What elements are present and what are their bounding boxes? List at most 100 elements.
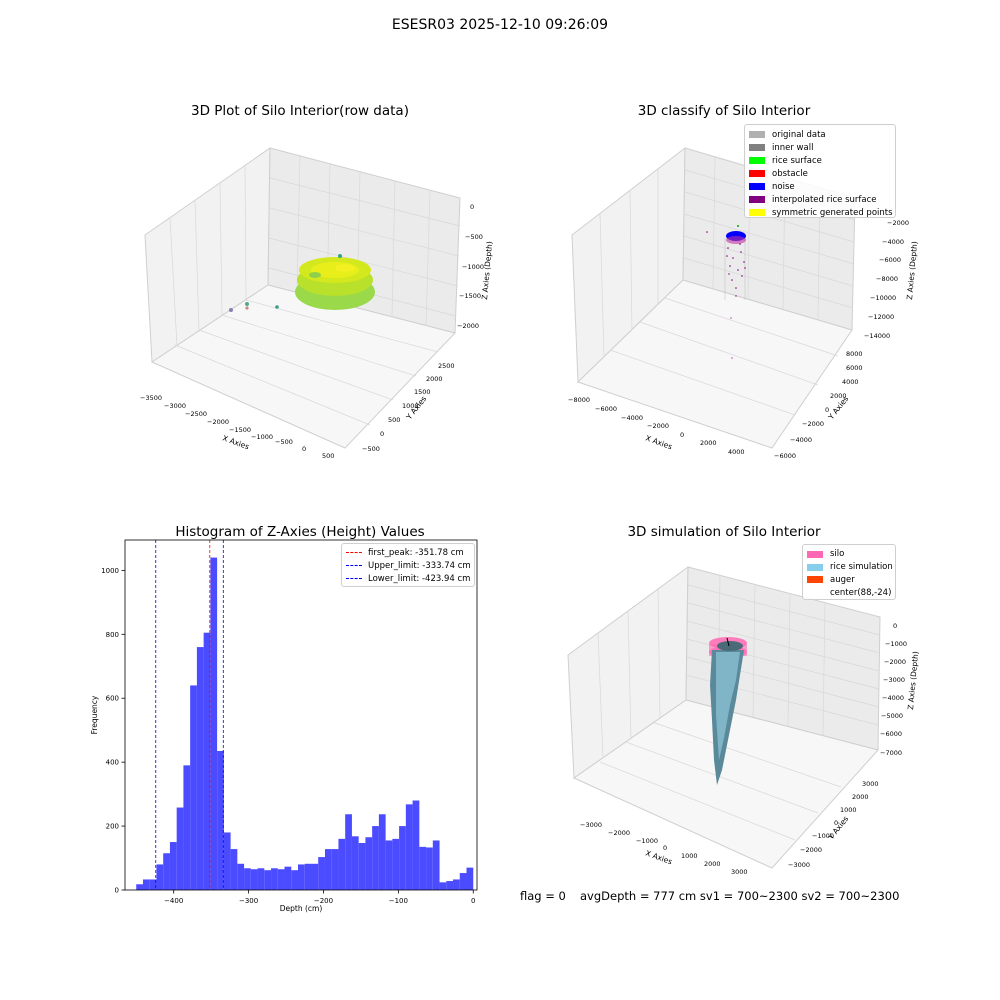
hist-bar: [432, 840, 440, 890]
p2-point-cloud: [706, 225, 746, 359]
hist-bar: [156, 864, 164, 890]
p1-ytick: −500: [362, 445, 380, 453]
p2-legend-label: original data: [772, 129, 826, 140]
hist-legend-line: [346, 552, 362, 553]
hist-bar: [318, 857, 325, 890]
p4-legend-swatch: [807, 550, 823, 558]
p4-legend-swatch: [807, 563, 823, 571]
p4-xtick: −1000: [636, 837, 658, 845]
p4-zlabel: Z Axies (Depth): [906, 651, 920, 710]
p4-ztick: −5000: [881, 712, 903, 720]
hist-bar: [453, 879, 460, 890]
hist-bar: [183, 765, 191, 890]
p1-ztick: −1000: [462, 263, 484, 271]
p2-legend-swatch: [749, 131, 765, 138]
hist-bar: [196, 647, 204, 890]
p2-xtick: −2000: [647, 422, 669, 430]
panel1-title: 3D Plot of Silo Interior(row data): [191, 103, 409, 119]
p2-legend-label: inner wall: [772, 142, 814, 153]
p1-ztick: −1500: [459, 292, 481, 300]
p4-ytick: −2000: [800, 846, 822, 854]
p2-legend-item: inner wall: [749, 141, 813, 154]
p4-ztick: −3000: [883, 676, 905, 684]
hist-bar: [311, 863, 319, 890]
hist-bar: [257, 868, 265, 890]
hist-bar: [358, 843, 366, 890]
p4-ytick: 3000: [862, 780, 879, 788]
p2-xtick: 2000: [700, 439, 717, 447]
p1-xtick: −1500: [229, 426, 251, 434]
p1-ztick: −500: [465, 233, 483, 241]
p4-xtick: 0: [663, 844, 667, 852]
p4-xtick: 1000: [681, 852, 698, 860]
p4-ytick: −3000: [788, 861, 810, 869]
x-tick-label: −100: [389, 897, 408, 905]
hist-legend-item: first_peak: -351.78 cm: [346, 546, 464, 559]
p2-ytick: 8000: [846, 350, 863, 358]
p4-legend: silo rice simulation auger center(88,-24): [802, 544, 896, 600]
p4-xtick: 2000: [704, 860, 721, 868]
p4-ytick: 0: [834, 819, 838, 827]
p4-ztick: −1000: [885, 640, 907, 648]
hist-bar: [378, 814, 386, 890]
p2-legend-item: rice surface: [749, 154, 822, 167]
p4-z-ticks: 0 −1000 −2000 −3000 −4000 −5000 −6000 −7…: [880, 622, 907, 757]
p1-y-ticks: −500 0 500 1000 1500 2000 2500: [362, 362, 455, 453]
y-tick-label: 0: [115, 887, 119, 895]
p1-ytick: 1000: [402, 402, 419, 410]
p4-simulation: [709, 637, 747, 785]
p2-xtick: −6000: [595, 405, 617, 413]
p4-ztick: −7000: [880, 749, 902, 757]
x-tick-label: −400: [164, 897, 183, 905]
hist-bar: [399, 826, 406, 890]
p2-legend-label: rice surface: [772, 155, 822, 166]
hist-bar: [405, 804, 413, 890]
stats-text: avgDepth = 777 cm sv1 = 700~2300 sv2 = 7…: [580, 889, 900, 903]
p1-xtick: −3500: [140, 394, 162, 402]
panel3-title: Histogram of Z-Axies (Height) Values: [175, 524, 425, 540]
hist-bar: [419, 846, 427, 890]
hist-bar: [223, 832, 231, 890]
panel1-3d-plot: −3500 −3000 −2500 −2000 −1500 −1000 −500…: [140, 147, 494, 460]
hist-bar: [426, 847, 433, 890]
p4-ztick: −2000: [884, 658, 906, 666]
p1-xtick: 0: [302, 445, 306, 453]
x-tick-label: −200: [314, 897, 333, 905]
y-tick-label: 200: [106, 823, 119, 831]
p2-legend-label: interpolated rice surface: [772, 194, 877, 205]
p4-xtick: −3000: [580, 821, 602, 829]
p2-ytick: −2000: [802, 420, 824, 428]
p4-ztick: −4000: [882, 694, 904, 702]
hist-bar: [237, 863, 245, 890]
p4-legend-label: silo: [830, 549, 845, 560]
p4-xlabel: X Axies: [644, 848, 673, 866]
p2-zlabel: Z Axies (Depth): [905, 241, 919, 300]
p2-legend-swatch: [749, 209, 765, 216]
figure-title: ESESR03 2025-12-10 09:26:09: [391, 17, 609, 33]
p2-x-ticks: −8000 −6000 −4000 −2000 0 2000 4000: [568, 396, 745, 456]
p4-legend-item: auger: [807, 574, 855, 587]
hist-bar: [385, 840, 393, 890]
p2-ztick: −10000: [870, 294, 896, 302]
p2-legend-swatch: [749, 144, 765, 151]
p1-ztick: −2000: [457, 322, 479, 330]
hist-bar: [264, 870, 272, 890]
hist-bar: [163, 853, 170, 890]
p1-xtick: −500: [275, 438, 293, 446]
p2-legend-item: symmetric generated points: [749, 206, 893, 219]
p4-ytick: 1000: [840, 806, 857, 814]
y-tick-label: 1000: [101, 567, 119, 575]
panel4-3d-plot: −3000 −2000 −1000 0 1000 2000 3000 X Axi…: [567, 566, 920, 876]
hist-frame: [124, 539, 478, 891]
hist-legend: first_peak: -351.78 cm Upper_limit: -333.…: [341, 543, 475, 587]
p1-point-cloud: [229, 254, 375, 312]
p2-xtick: 0: [680, 431, 684, 439]
hist-bar: [136, 884, 143, 890]
hist-bar: [291, 870, 299, 890]
hist-legend-line: [346, 578, 362, 579]
p2-ztick: −6000: [879, 256, 901, 264]
panel2-3d-plot: −8000 −6000 −4000 −2000 0 2000 4000 X Ax…: [568, 146, 919, 460]
hist-legend-item: Lower_limit: -423.94 cm: [346, 572, 470, 585]
p2-ytick: −6000: [774, 452, 796, 460]
hist-bar: [338, 838, 346, 890]
